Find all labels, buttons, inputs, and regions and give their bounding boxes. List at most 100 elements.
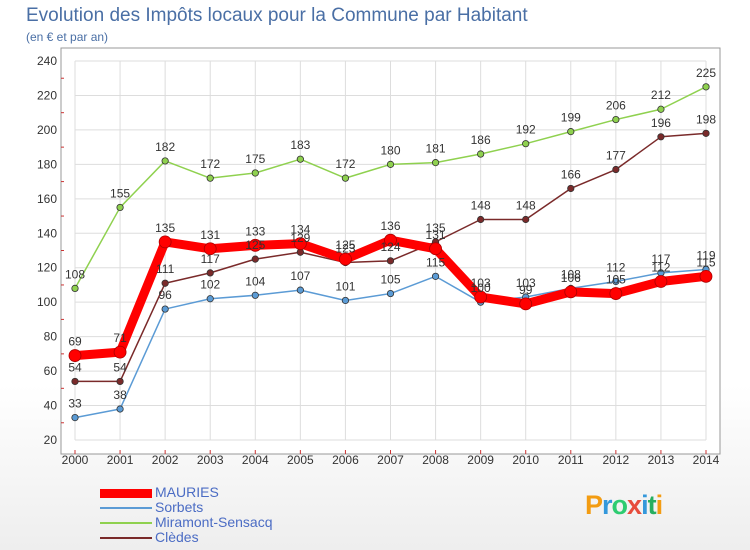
data-point	[248, 238, 262, 252]
data-label: 129	[290, 231, 310, 245]
data-label: 225	[696, 66, 716, 80]
data-label: 123	[335, 242, 355, 256]
data-point	[251, 255, 259, 263]
data-label: 135	[426, 221, 446, 235]
y-tick-label: 60	[44, 364, 58, 378]
data-point	[431, 272, 440, 280]
legend-swatch	[100, 522, 152, 524]
data-label: 172	[200, 157, 220, 171]
chart-title: Evolution des Impôts locaux pour la Comm…	[26, 5, 528, 26]
data-label: 199	[561, 111, 581, 125]
data-label: 71	[113, 331, 127, 345]
data-label: 196	[651, 116, 671, 130]
y-tick-label: 220	[37, 88, 57, 102]
data-label: 117	[201, 252, 220, 266]
data-label: 119	[696, 248, 715, 262]
data-label: 148	[471, 198, 491, 212]
data-point	[429, 242, 442, 256]
data-point	[657, 105, 665, 113]
data-point	[654, 275, 668, 288]
data-label: 124	[380, 240, 400, 254]
data-label: 186	[471, 133, 491, 147]
logo-letter: i	[641, 490, 648, 520]
data-label: 101	[335, 279, 355, 293]
logo-letter: r	[602, 490, 612, 520]
data-label: 38	[113, 388, 127, 402]
data-label: 148	[516, 198, 536, 212]
data-label: 115	[426, 255, 445, 269]
data-point	[161, 305, 169, 313]
data-label: 125	[335, 238, 355, 252]
x-tick-label: 2009	[467, 453, 494, 467]
data-label: 172	[335, 157, 355, 171]
data-label: 166	[561, 167, 581, 181]
x-tick-label: 2013	[648, 453, 675, 467]
data-label: 181	[426, 142, 446, 156]
data-point	[116, 377, 124, 386]
data-label: 107	[290, 269, 310, 283]
y-tick-label: 140	[37, 226, 57, 240]
data-label: 136	[380, 219, 400, 233]
data-label: 155	[110, 186, 130, 200]
data-label: 111	[156, 262, 175, 276]
y-tick-label: 40	[44, 399, 58, 413]
data-point	[296, 286, 304, 294]
x-tick-label: 2008	[422, 453, 449, 467]
y-tick-label: 160	[37, 192, 57, 206]
x-tick-label: 2006	[332, 453, 359, 467]
data-point	[657, 133, 665, 141]
data-point	[612, 277, 620, 286]
x-tick-label: 2000	[62, 453, 89, 467]
data-label: 175	[245, 152, 265, 166]
data-point	[116, 405, 124, 413]
data-point	[206, 295, 214, 303]
data-point	[522, 140, 530, 148]
y-tick-label: 100	[37, 295, 57, 309]
x-tick-label: 2007	[377, 453, 404, 467]
data-point	[477, 150, 485, 158]
y-tick-label: 20	[44, 433, 58, 447]
data-label: 54	[68, 360, 82, 374]
data-label: 198	[696, 112, 716, 126]
data-label: 135	[155, 221, 175, 235]
data-point	[251, 291, 259, 299]
data-point	[564, 285, 578, 299]
data-label: 180	[380, 143, 400, 157]
data-point	[341, 296, 350, 305]
data-point	[71, 377, 79, 386]
data-point	[384, 233, 397, 247]
legend-swatch	[100, 507, 152, 509]
data-point	[386, 160, 395, 168]
data-label: 54	[113, 360, 127, 374]
data-label: 182	[155, 140, 175, 154]
data-point	[161, 157, 169, 165]
data-label: 125	[245, 238, 265, 252]
data-point	[699, 269, 713, 283]
data-label: 134	[290, 223, 310, 237]
data-point	[612, 115, 620, 124]
y-tick-label: 120	[37, 261, 57, 275]
data-label: 108	[561, 267, 581, 281]
logo-letter: i	[655, 490, 663, 520]
data-point	[477, 215, 485, 224]
chart-subtitle: (en € et par an)	[26, 30, 109, 44]
data-label: 102	[200, 278, 220, 292]
data-point	[158, 235, 172, 249]
data-point	[609, 287, 623, 300]
data-point	[113, 345, 127, 359]
x-tick-label: 2010	[512, 453, 539, 467]
data-label: 133	[245, 224, 265, 238]
data-label: 117	[651, 252, 670, 266]
data-point	[296, 155, 304, 163]
data-label: 112	[606, 261, 625, 275]
legend-swatch	[100, 537, 152, 539]
data-label: 112	[651, 261, 670, 275]
data-label: 192	[516, 123, 536, 137]
data-label: 104	[245, 274, 265, 288]
proxiti-logo: Proxiti	[585, 490, 663, 521]
x-tick-label: 2001	[107, 453, 134, 467]
data-point	[293, 237, 307, 251]
logo-letter: P	[585, 490, 603, 520]
data-point	[116, 203, 124, 212]
data-point	[567, 184, 575, 193]
